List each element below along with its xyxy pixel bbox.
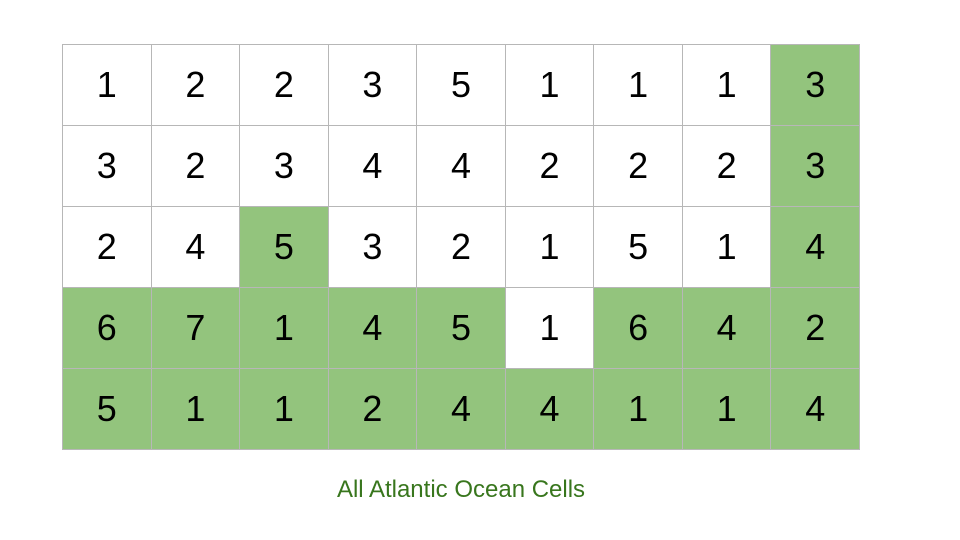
grid-cell: 3 [328,207,418,288]
grid-cell: 2 [594,126,683,207]
atlantic-cell: 3 [771,45,860,126]
grid-cell: 4 [328,126,418,207]
atlantic-cell: 5 [63,369,152,450]
atlantic-cell: 1 [240,288,329,369]
grid-cell: 1 [682,45,772,126]
atlantic-cell: 2 [328,369,418,450]
grid-cell: 2 [505,126,595,207]
grid-cell: 2 [682,126,772,207]
atlantic-cell: 4 [505,369,595,450]
grid-cell: 1 [682,207,772,288]
atlantic-cell: 4 [682,288,772,369]
grid-cell: 3 [63,126,152,207]
atlantic-cell: 2 [771,288,860,369]
grid-cell: 2 [151,126,241,207]
grid-cell: 4 [417,126,506,207]
grid-cell: 2 [240,45,329,126]
grid-cell: 1 [594,45,683,126]
atlantic-cell: 1 [151,369,241,450]
grid-cell: 2 [417,207,506,288]
grid-cell: 3 [328,45,418,126]
grid-cell: 5 [417,45,506,126]
atlantic-cell: 5 [417,288,506,369]
grid-cell: 2 [151,45,241,126]
grid-cell: 2 [63,207,152,288]
atlantic-cell: 4 [328,288,418,369]
grid-cell: 1 [505,45,595,126]
caption: All Atlantic Ocean Cells [336,476,586,503]
grid-cell: 1 [505,207,595,288]
grid-cell: 1 [505,288,595,369]
grid-cell: 4 [151,207,241,288]
atlantic-cell: 4 [417,369,506,450]
atlantic-cell: 1 [240,369,329,450]
atlantic-cell: 4 [771,369,860,450]
atlantic-cell: 6 [63,288,152,369]
atlantic-cell: 5 [240,207,329,288]
atlantic-cell: 7 [151,288,241,369]
grid-cell: 1 [63,45,152,126]
atlantic-cell: 1 [594,369,683,450]
grid-cell: 5 [594,207,683,288]
atlantic-cell: 4 [771,207,860,288]
atlantic-cell: 1 [682,369,772,450]
grid-cell: 3 [240,126,329,207]
atlantic-cell: 6 [594,288,683,369]
atlantic-cell: 3 [771,126,860,207]
